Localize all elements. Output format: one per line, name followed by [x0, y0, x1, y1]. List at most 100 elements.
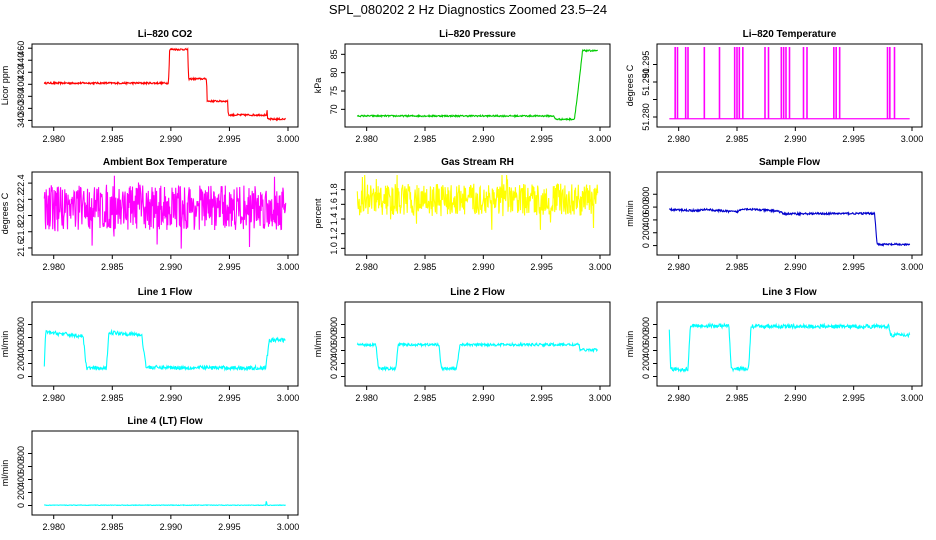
- chart-3-xtick-label: 2.980: [42, 262, 65, 272]
- chart-9-frame: [31, 430, 299, 516]
- chart-1: Li–820 Pressure kPa 70 75 80 85 2.980 2.985 2.99…: [313, 29, 611, 144]
- chart-1-xtick-label: 2.995: [530, 134, 553, 144]
- chart-8-xtick-label: 2.980: [667, 393, 690, 403]
- chart-8-ylabel: ml/min: [625, 331, 635, 358]
- chart-0-ylabel: Licor ppm: [0, 66, 10, 106]
- chart-6-ytick-label: 800: [16, 317, 26, 332]
- chart-7-xtick-label: 3.000: [589, 393, 612, 403]
- chart-7-xtick-label: 2.990: [472, 393, 495, 403]
- chart-4-xtick-label: 2.995: [530, 262, 553, 272]
- chart-2-xtick-label: 2.990: [784, 134, 807, 144]
- chart-7-xtick-label: 2.995: [530, 393, 553, 403]
- chart-7-title: Line 2 Flow: [450, 287, 505, 298]
- chart-4-ytick-label: 1.0: [329, 242, 339, 255]
- chart-1-xtick-label: 2.985: [414, 134, 437, 144]
- chart-2-ytick-label: 51.290: [641, 68, 651, 96]
- chart-5-ylabel: ml/min: [625, 200, 635, 227]
- chart-0-xtick-label: 2.995: [218, 134, 241, 144]
- chart-6-xtick-label: 2.995: [218, 393, 241, 403]
- chart-0-title: Li–820 CO2: [138, 29, 193, 40]
- chart-7-ytick-label: 400: [329, 343, 339, 358]
- chart-8-xtick-label: 3.000: [901, 393, 924, 403]
- chart-5-ytick-label: 200: [641, 225, 651, 240]
- chart-7-series-0-line: [356, 341, 599, 372]
- chart-0-frame: [31, 43, 299, 128]
- chart-2-xtick-label: 2.980: [667, 134, 690, 144]
- chart-6-xtick-label: 3.000: [277, 393, 300, 403]
- chart-5-title: Sample Flow: [759, 157, 820, 168]
- chart-0-xtick-label: 2.990: [160, 134, 183, 144]
- chart-7-ylabel: ml/min: [313, 331, 323, 358]
- chart-0-xtick-label: 2.985: [101, 134, 124, 144]
- chart-6-ytick-label: 200: [16, 356, 26, 371]
- chart-3-ytick-label: 22.2: [16, 191, 26, 209]
- chart-2: Li–820 Temperature degrees C 51.280 51.2905…: [625, 29, 923, 144]
- chart-0-series-0-line: [43, 47, 286, 122]
- chart-8-frame: [656, 301, 923, 387]
- chart-6-title: Line 1 Flow: [138, 287, 193, 298]
- chart-0-xtick-label: 2.980: [42, 134, 65, 144]
- chart-5-ytick-label: 800: [641, 187, 651, 202]
- chart-3-title: Ambient Box Temperature: [103, 157, 228, 168]
- chart-9-xtick-label: 3.000: [277, 522, 300, 532]
- chart-4-ylabel: percent: [313, 198, 323, 229]
- chart-0-ytick-label: 420: [16, 65, 26, 80]
- chart-7-ytick-label: 200: [329, 356, 339, 371]
- chart-8-xtick-label: 2.995: [842, 393, 865, 403]
- chart-8-xtick-label: 2.990: [784, 393, 807, 403]
- chart-4-ytick-label: 1.4: [329, 213, 339, 226]
- chart-8-ytick-label: 200: [641, 356, 651, 371]
- chart-8-ytick-label: 400: [641, 343, 651, 358]
- chart-6-ytick-label: 0: [16, 374, 26, 379]
- chart-1-ytick-label: 85: [329, 49, 339, 59]
- chart-6-ytick-label: 400: [16, 343, 26, 358]
- chart-1-frame: [344, 43, 611, 128]
- chart-9-ytick-label: 800: [16, 446, 26, 461]
- chart-7-ytick-label: 0: [329, 374, 339, 379]
- chart-3-xtick-label: 2.995: [218, 262, 241, 272]
- chart-5-ytick-label: 600: [641, 200, 651, 215]
- chart-8-xtick-label: 2.985: [726, 393, 749, 403]
- chart-1-ytick-label: 70: [329, 104, 339, 114]
- chart-2-xtick-label: 2.985: [726, 134, 749, 144]
- chart-2-xtick-label: 2.995: [842, 134, 865, 144]
- chart-4-frame: [344, 171, 611, 256]
- chart-0-ytick-label: 460: [16, 41, 26, 56]
- chart-8-ytick-label: 0: [641, 374, 651, 379]
- chart-3-ytick-label: 22.0: [16, 207, 26, 225]
- chart-5-series-0-line: [668, 206, 911, 248]
- chart-9-ytick-label: 600: [16, 459, 26, 474]
- chart-2-frame: [656, 43, 923, 128]
- chart-3-ytick-label: 21.8: [16, 223, 26, 241]
- chart-3-ytick-label: 22.4: [16, 174, 26, 192]
- chart-2-xtick-label: 3.000: [901, 134, 924, 144]
- chart-1-xtick-label: 2.990: [472, 134, 495, 144]
- chart-9-ylabel: ml/min: [0, 460, 10, 487]
- chart-7-ytick-label: 600: [329, 330, 339, 345]
- chart-8-title: Line 3 Flow: [762, 287, 817, 298]
- chart-5-ytick-label: 0: [641, 243, 651, 248]
- chart-4-series-0-line: [356, 174, 599, 230]
- chart-9-xtick-label: 2.990: [160, 522, 183, 532]
- chart-8-ytick-label: 800: [641, 317, 651, 332]
- chart-9-xtick-label: 2.995: [218, 522, 241, 532]
- chart-1-xtick-label: 2.980: [355, 134, 378, 144]
- chart-6-series-0-line: [43, 328, 286, 372]
- chart-0-ytick-label: 400: [16, 77, 26, 92]
- chart-2-ytick-label: 51.280: [641, 103, 651, 131]
- chart-1-ylabel: kPa: [313, 78, 323, 94]
- chart-0: Li–820 CO2 Licor ppm 340360380400420440460…: [0, 29, 299, 144]
- chart-5-xtick-label: 2.995: [842, 262, 865, 272]
- chart-0-ytick-label: 340: [16, 113, 26, 128]
- chart-6-ylabel: ml/min: [0, 331, 10, 358]
- chart-5-xtick-label: 2.985: [726, 262, 749, 272]
- chart-0-ytick-label: 440: [16, 53, 26, 68]
- chart-8-series-0-line: [668, 321, 911, 373]
- chart-8-ytick-label: 600: [641, 330, 651, 345]
- chart-9-ytick-label: 400: [16, 472, 26, 487]
